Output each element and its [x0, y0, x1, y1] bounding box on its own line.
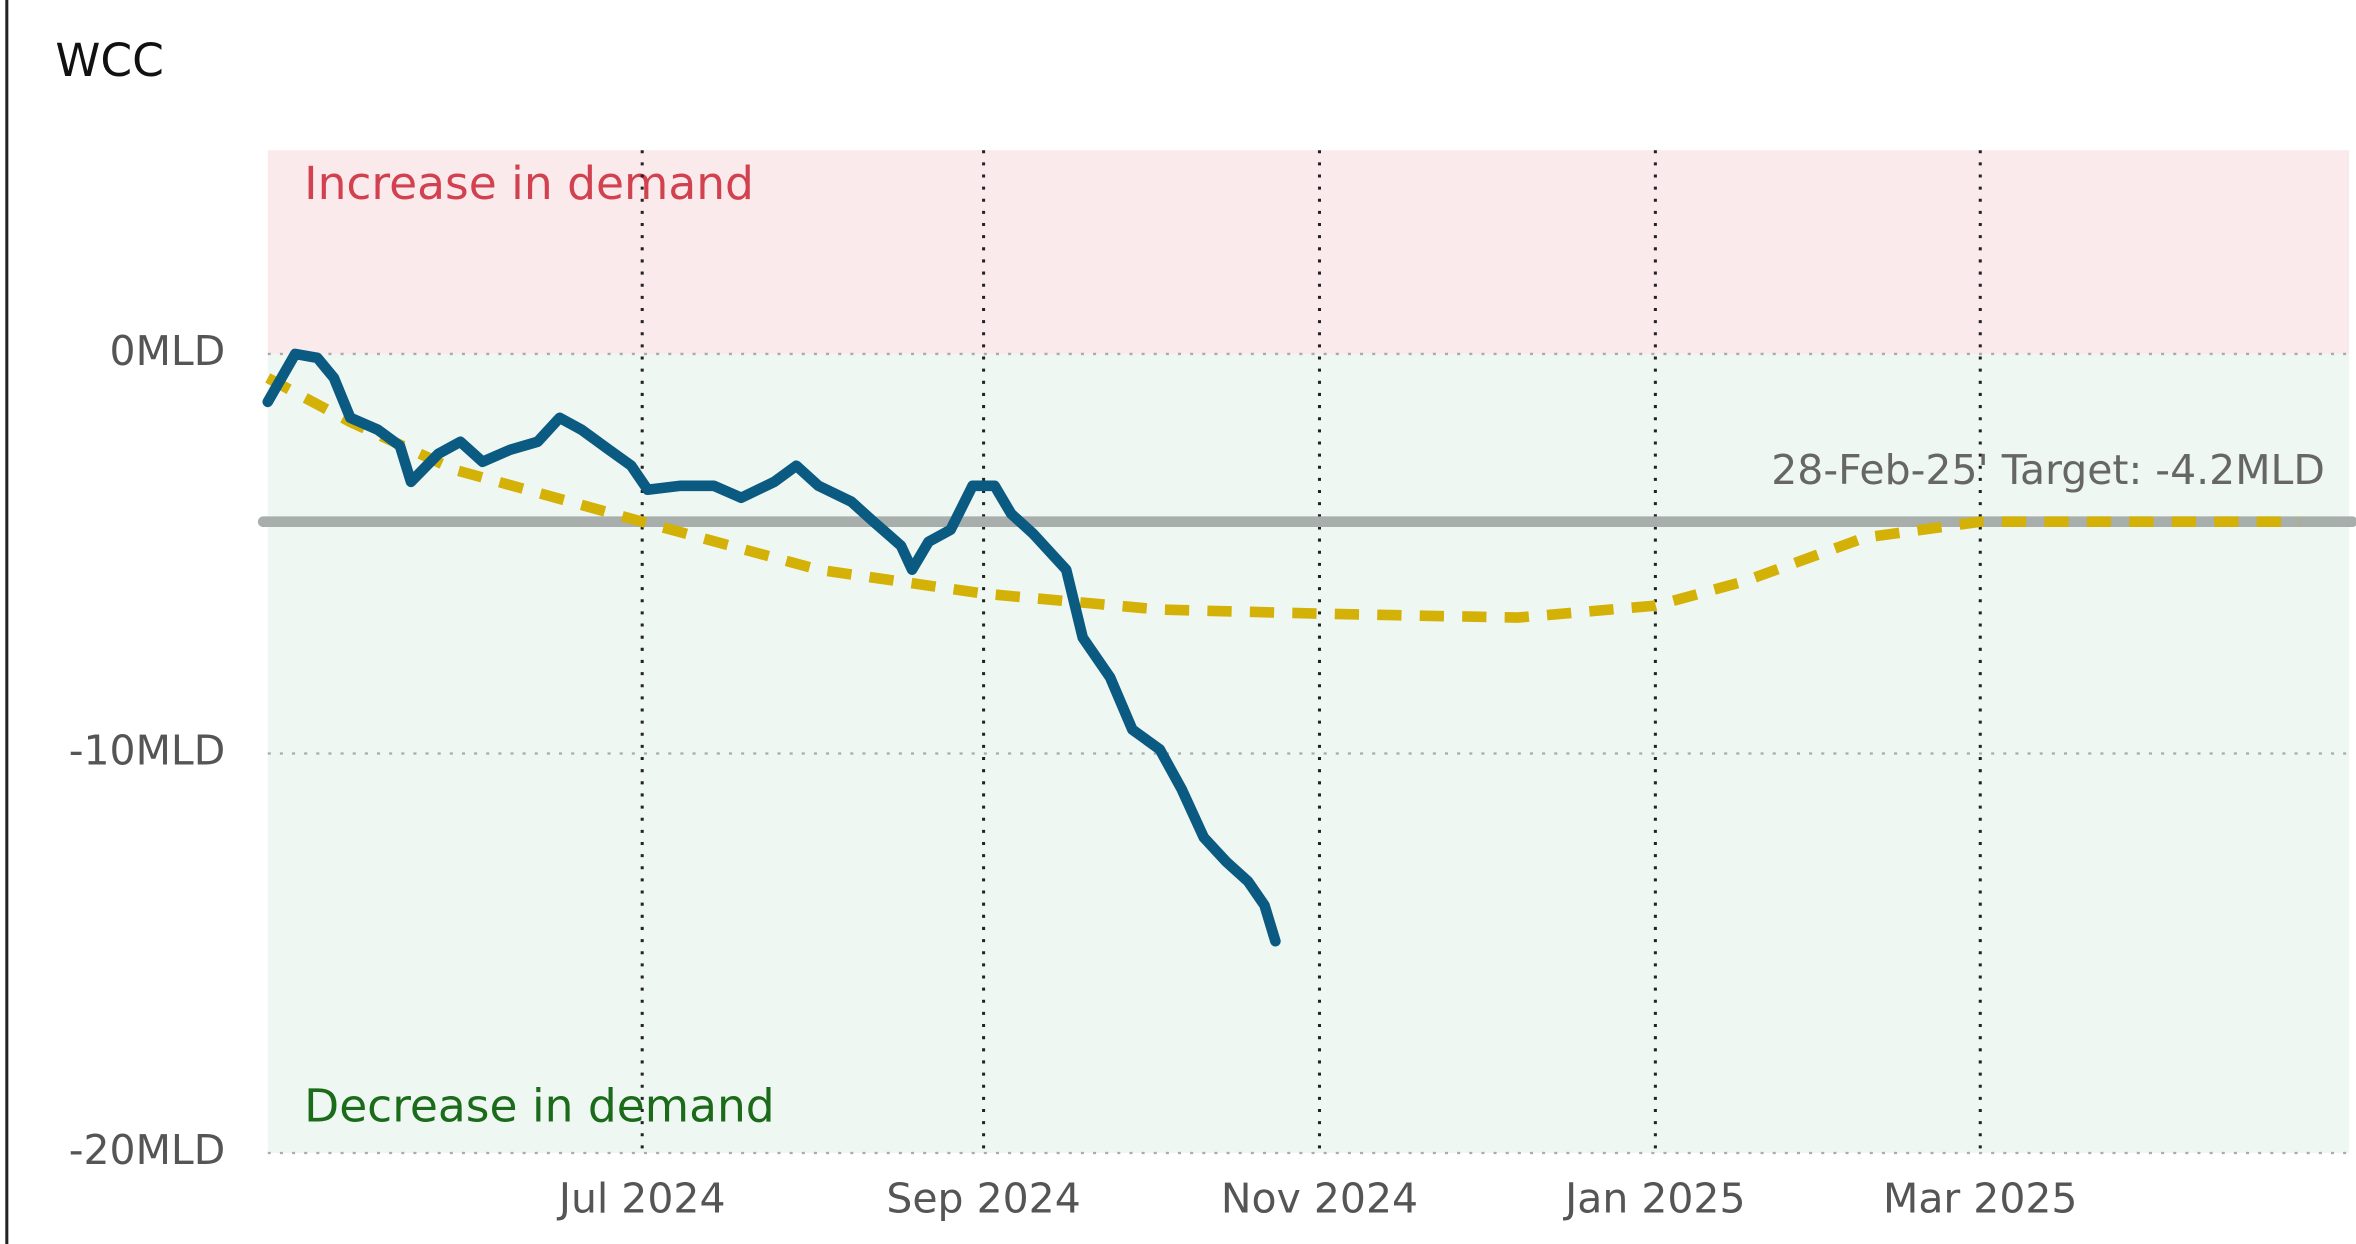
y-tick-label: -10MLD: [69, 726, 226, 774]
x-tick-label: Nov 2024: [1221, 1175, 1418, 1223]
zone-label: Decrease in demand: [304, 1079, 775, 1132]
target-label: 28-Feb-25' Target: -4.2MLD: [1771, 446, 2325, 494]
x-tick-label: Jan 2025: [1562, 1175, 1745, 1223]
chart-title: WCC: [55, 34, 164, 87]
y-tick-label: -20MLD: [69, 1126, 226, 1174]
series-line: [265, 373, 2300, 623]
x-tick-label: Mar 2025: [1883, 1175, 2078, 1223]
increase-zone: [267, 150, 2350, 354]
x-tick-label: Sep 2024: [886, 1175, 1080, 1223]
series-line: [262, 348, 1281, 947]
y-tick-label: 0MLD: [110, 327, 226, 375]
x-tick-label: Jul 2024: [556, 1175, 726, 1223]
decrease-zone: [267, 353, 2350, 1153]
zone-label: Increase in demand: [304, 157, 754, 210]
